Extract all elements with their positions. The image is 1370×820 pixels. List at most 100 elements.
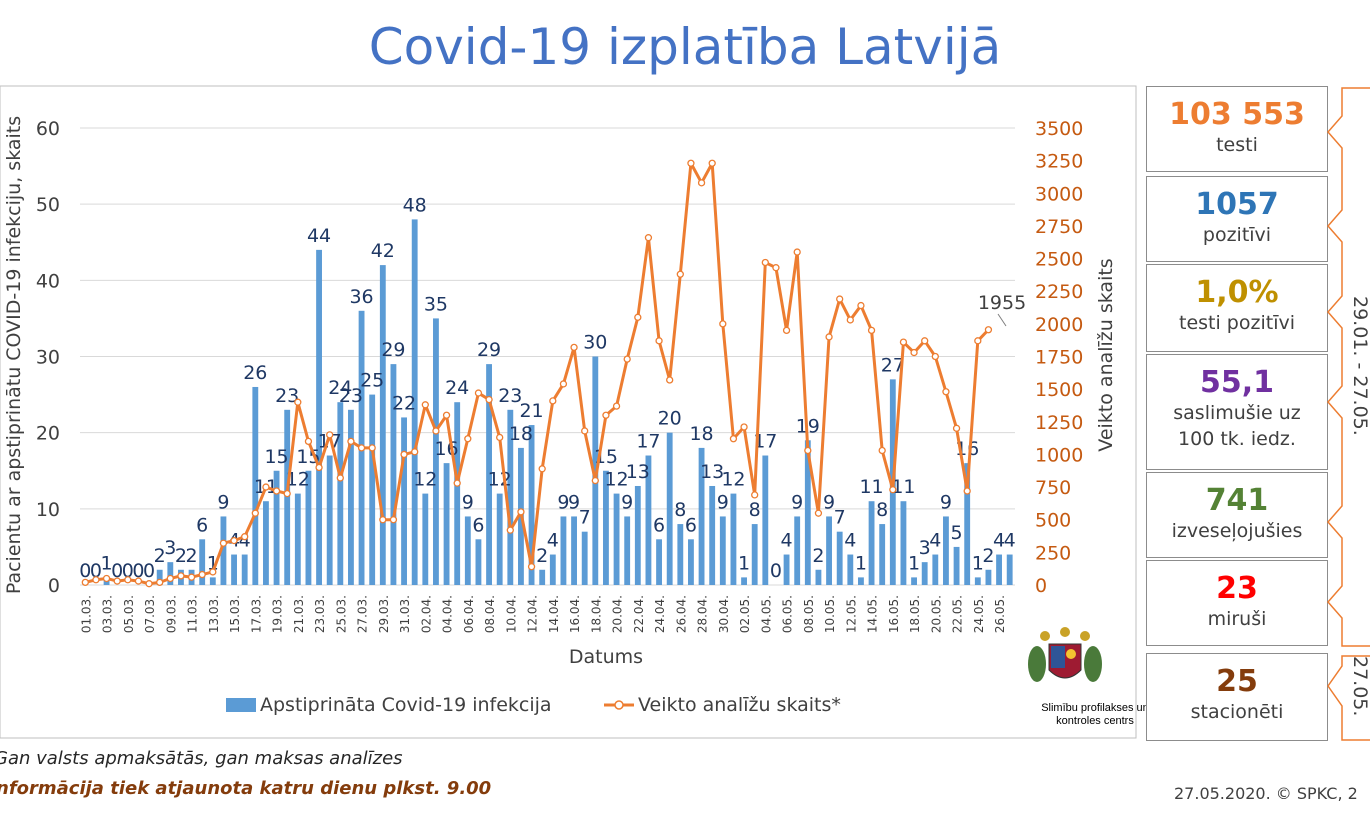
line-point bbox=[81, 578, 89, 587]
bar-data-label: 13 bbox=[626, 461, 650, 483]
line-point bbox=[219, 539, 228, 547]
bar-data-label: 2 bbox=[186, 545, 198, 567]
stat-label: testi bbox=[1216, 134, 1258, 156]
line-point bbox=[527, 563, 536, 571]
line-point bbox=[559, 380, 568, 388]
bar-data-label: 1 bbox=[855, 552, 867, 574]
bar bbox=[613, 493, 620, 585]
bar-data-label: 0 bbox=[79, 560, 91, 582]
line-point bbox=[272, 487, 281, 495]
stat-value: 741 bbox=[1205, 483, 1269, 518]
bar-data-label: 3 bbox=[164, 537, 176, 559]
combo-chart: 0010000232261944261115231215441724233625… bbox=[0, 85, 1137, 739]
stat-card: 103 553 testi bbox=[1146, 86, 1328, 172]
line-point bbox=[432, 427, 440, 435]
bar-data-label: 8 bbox=[876, 499, 888, 521]
bar bbox=[698, 447, 705, 585]
line-point bbox=[899, 338, 908, 346]
line-series bbox=[81, 159, 993, 588]
y2-tick-label: 2750 bbox=[1035, 216, 1083, 238]
stat-value: 103 553 bbox=[1169, 97, 1305, 132]
line-point bbox=[804, 446, 812, 455]
x-tick-label: 12.04. bbox=[526, 595, 540, 633]
bar-data-label: 27 bbox=[881, 354, 905, 376]
bar bbox=[305, 470, 312, 585]
bar bbox=[390, 364, 397, 585]
bar-data-label: 17 bbox=[753, 431, 777, 453]
stat-card: 25 stacionēti bbox=[1146, 653, 1328, 741]
line-point bbox=[368, 444, 376, 452]
bar bbox=[741, 577, 747, 585]
y-axis-title: Pacientu ar apstiprinātu COVID-19 infekc… bbox=[3, 116, 25, 594]
bar-data-label: 6 bbox=[685, 514, 697, 536]
line-point bbox=[166, 574, 174, 583]
bar-data-label: 12 bbox=[286, 469, 310, 491]
bar bbox=[241, 554, 248, 585]
y2-tick-label: 3250 bbox=[1035, 151, 1083, 173]
line-point bbox=[931, 352, 939, 361]
x-tick-label: 02.04. bbox=[419, 595, 433, 633]
y2-tick-label: 2000 bbox=[1035, 314, 1083, 336]
line-point bbox=[772, 264, 780, 272]
bar bbox=[156, 569, 163, 585]
bar-data-label: 18 bbox=[689, 423, 713, 445]
bar-data-label: 7 bbox=[834, 507, 846, 529]
bar-data-label: 22 bbox=[392, 392, 416, 414]
bar-data-label: 0 bbox=[143, 560, 155, 582]
bar bbox=[220, 516, 227, 585]
line-point bbox=[464, 435, 472, 443]
y-axis-right: 0 250 500 750 1000 1250 1500 1750 2000 2250 2500 27… bbox=[1035, 118, 1083, 597]
y2-tick-label: 3500 bbox=[1035, 118, 1083, 140]
bar bbox=[730, 493, 737, 585]
bar-data-label: 23 bbox=[498, 385, 522, 407]
line-point bbox=[421, 401, 429, 409]
line-point bbox=[198, 570, 206, 579]
x-tick-label: 25.03. bbox=[334, 595, 348, 633]
bar bbox=[921, 562, 928, 585]
bar-data-label: 9 bbox=[217, 491, 229, 513]
y-tick-label: 30 bbox=[36, 347, 60, 369]
x-tick-label: 24.04. bbox=[653, 595, 667, 633]
bar bbox=[454, 402, 461, 585]
bar-data-label: 1 bbox=[101, 552, 113, 574]
x-tick-label: 06.04. bbox=[462, 595, 476, 633]
line-point bbox=[357, 444, 366, 452]
bar bbox=[900, 501, 907, 585]
bar-data-label: 13 bbox=[700, 461, 724, 483]
line-point bbox=[942, 388, 950, 396]
y2-tick-label: 500 bbox=[1035, 510, 1071, 532]
line-point bbox=[187, 573, 196, 581]
bar-data-label: 24 bbox=[328, 377, 352, 399]
bar-data-label: 29 bbox=[477, 339, 501, 361]
bar bbox=[794, 516, 801, 585]
line-point bbox=[124, 576, 132, 584]
y2-tick-label: 2250 bbox=[1035, 281, 1083, 303]
line-point bbox=[846, 316, 854, 324]
bar-data-label: 4 bbox=[1004, 530, 1016, 552]
bar bbox=[974, 577, 981, 585]
bar-data-label: 12 bbox=[721, 469, 745, 491]
y2-tick-label: 1500 bbox=[1035, 379, 1083, 401]
bar bbox=[868, 501, 875, 585]
bar-data-label: 9 bbox=[621, 491, 633, 513]
line-point bbox=[251, 509, 259, 517]
x-tick-label: 29.03. bbox=[377, 595, 391, 633]
bar bbox=[369, 394, 376, 585]
line-point bbox=[825, 333, 833, 341]
line-point bbox=[963, 487, 971, 495]
line-point bbox=[230, 536, 238, 545]
bar bbox=[677, 524, 684, 585]
line-point bbox=[102, 574, 111, 583]
bar-data-label: 9 bbox=[557, 491, 569, 513]
x-tick-label: 03.03. bbox=[101, 595, 115, 633]
bar-data-label: 26 bbox=[243, 362, 267, 384]
stat-value: 55,1 bbox=[1199, 365, 1275, 400]
x-axis-title: Datums bbox=[569, 646, 643, 668]
bar-data-label: 2 bbox=[154, 545, 166, 567]
x-tick-label: 10.04. bbox=[504, 595, 518, 633]
bar bbox=[411, 219, 418, 585]
line-point bbox=[836, 295, 844, 303]
line-point bbox=[304, 437, 313, 446]
x-tick-label: 02.05. bbox=[738, 595, 752, 633]
line-point bbox=[336, 474, 344, 482]
